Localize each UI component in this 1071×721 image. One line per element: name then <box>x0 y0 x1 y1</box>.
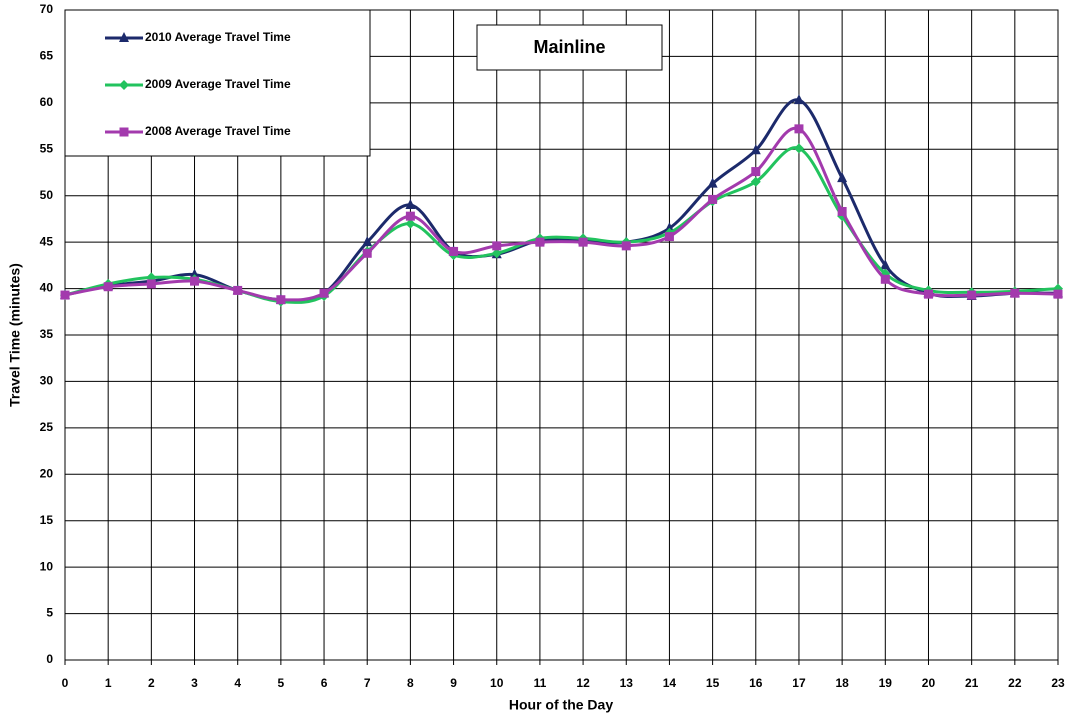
legend-label: 2009 Average Travel Time <box>145 77 291 91</box>
y-tick-label: 0 <box>46 652 53 666</box>
x-tick-label: 2 <box>148 676 155 690</box>
x-tick-label: 15 <box>706 676 720 690</box>
marker <box>751 167 761 177</box>
plot-frame <box>64 9 1059 661</box>
marker <box>276 295 286 305</box>
x-tick-label: 18 <box>835 676 849 690</box>
marker <box>923 289 933 299</box>
marker <box>578 237 588 247</box>
marker <box>190 276 200 286</box>
marker <box>491 248 502 259</box>
y-tick-label: 20 <box>40 466 54 480</box>
marker <box>621 241 631 251</box>
title-box <box>476 24 663 71</box>
marker <box>362 248 372 258</box>
legend-label: 2008 Average Travel Time <box>145 124 291 138</box>
marker <box>1010 288 1020 298</box>
x-tick-label: 17 <box>792 676 806 690</box>
marker <box>794 124 804 134</box>
x-tick-label: 14 <box>663 676 677 690</box>
y-tick-label: 15 <box>40 513 54 527</box>
x-tick-label: 8 <box>407 676 414 690</box>
x-tick-label: 0 <box>62 676 69 690</box>
marker <box>708 194 718 204</box>
y-tick-label: 35 <box>40 327 54 341</box>
marker <box>793 143 804 154</box>
x-tick-label: 13 <box>620 676 634 690</box>
x-tick-label: 20 <box>922 676 936 690</box>
x-tick-label: 16 <box>749 676 763 690</box>
marker <box>492 241 502 251</box>
marker <box>750 144 761 155</box>
y-tick-label: 60 <box>40 95 54 109</box>
marker <box>405 211 415 221</box>
y-axis-label: Travel Time (minutes) <box>7 263 23 407</box>
marker <box>189 268 200 279</box>
x-tick-label: 5 <box>278 676 285 690</box>
marker <box>880 259 891 270</box>
x-tick-label: 9 <box>450 676 457 690</box>
x-tick-label: 21 <box>965 676 979 690</box>
marker <box>233 285 243 295</box>
x-tick-label: 12 <box>576 676 590 690</box>
y-tick-label: 50 <box>40 188 54 202</box>
x-tick-label: 3 <box>191 676 198 690</box>
marker <box>967 290 977 300</box>
y-tick-label: 40 <box>40 281 54 295</box>
marker <box>837 207 847 216</box>
y-tick-label: 65 <box>40 49 54 63</box>
y-tick-label: 70 <box>40 2 54 16</box>
legend-label: 2010 Average Travel Time <box>145 30 291 44</box>
marker <box>535 237 545 247</box>
marker <box>707 177 718 188</box>
x-tick-label: 1 <box>105 676 112 690</box>
marker <box>837 172 848 183</box>
marker <box>664 232 674 242</box>
x-tick-label: 23 <box>1051 676 1065 690</box>
marker <box>449 246 459 256</box>
marker <box>880 274 890 284</box>
x-tick-label: 10 <box>490 676 504 690</box>
marker <box>405 218 416 229</box>
marker <box>405 199 416 209</box>
x-tick-label: 6 <box>321 676 328 690</box>
x-axis-label: Hour of the Day <box>509 697 613 713</box>
y-tick-label: 30 <box>40 374 54 388</box>
marker <box>119 80 129 90</box>
chart-title: Mainline <box>533 37 605 57</box>
y-tick-label: 10 <box>40 559 54 573</box>
marker <box>664 222 675 233</box>
marker <box>146 279 156 289</box>
y-tick-label: 5 <box>46 606 53 620</box>
marker <box>793 94 804 105</box>
x-tick-label: 7 <box>364 676 371 690</box>
x-tick-label: 22 <box>1008 676 1022 690</box>
marker <box>362 236 373 247</box>
marker <box>1053 289 1063 299</box>
x-tick-label: 19 <box>879 676 893 690</box>
x-tick-label: 4 <box>234 676 241 690</box>
y-tick-label: 45 <box>40 234 54 248</box>
y-tick-label: 25 <box>40 420 54 434</box>
marker <box>319 288 329 298</box>
marker <box>119 127 129 137</box>
marker <box>60 290 70 300</box>
marker <box>103 282 113 292</box>
y-tick-label: 55 <box>40 141 54 155</box>
marker <box>750 176 761 187</box>
marker <box>119 32 129 42</box>
x-tick-label: 11 <box>534 676 547 690</box>
